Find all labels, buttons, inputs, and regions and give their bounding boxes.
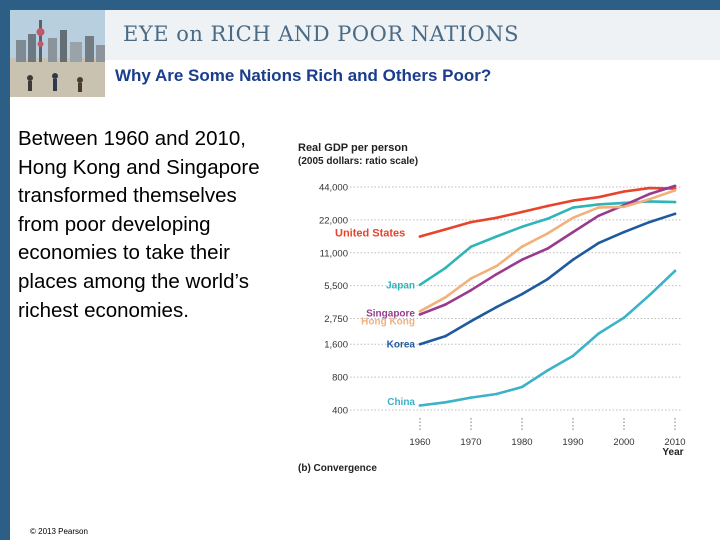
chart-subtitle: (2005 dollars: ratio scale) bbox=[298, 156, 418, 167]
data-point-korea bbox=[418, 342, 422, 346]
y-tick-label: 400 bbox=[332, 406, 348, 417]
x-tick-label: 1960 bbox=[409, 437, 430, 448]
copyright: © 2013 Pearson bbox=[30, 527, 88, 536]
data-point-japan bbox=[469, 245, 473, 249]
data-point-china bbox=[597, 332, 600, 335]
data-point-hong-kong bbox=[622, 205, 626, 209]
series-label-china: China bbox=[387, 397, 415, 408]
data-point-korea bbox=[520, 292, 524, 296]
series-line-hong-kong bbox=[418, 189, 677, 313]
data-point-hong-kong bbox=[520, 245, 524, 249]
data-point-korea bbox=[622, 230, 626, 234]
data-point-china bbox=[622, 316, 626, 319]
data-point-korea bbox=[571, 258, 575, 262]
data-point-singapore bbox=[597, 214, 600, 218]
data-point-china bbox=[673, 269, 677, 273]
data-point-korea bbox=[597, 241, 600, 245]
data-point-korea bbox=[444, 334, 447, 338]
series-line-china bbox=[418, 269, 677, 407]
data-point-korea bbox=[495, 305, 498, 309]
data-point-hong-kong bbox=[546, 232, 549, 235]
slide-subtitle: Why Are Some Nations Rich and Others Poo… bbox=[115, 66, 492, 85]
data-point-japan bbox=[495, 235, 498, 238]
data-point-hong-kong bbox=[469, 277, 473, 280]
data-point-singapore bbox=[673, 184, 677, 188]
data-point-hong-kong bbox=[673, 189, 677, 192]
x-tick-label: 1970 bbox=[460, 437, 481, 448]
y-tick-label: 44,000 bbox=[319, 183, 348, 194]
y-tick-label: 5,500 bbox=[324, 281, 348, 292]
data-point-china bbox=[520, 385, 524, 389]
chart-title: Real GDP per person bbox=[298, 142, 408, 154]
data-point-united-states bbox=[546, 204, 549, 208]
x-tick-label: 1980 bbox=[511, 437, 532, 448]
series-label-united-states: United States bbox=[335, 228, 405, 240]
series-line-japan bbox=[418, 200, 677, 287]
y-tick-label: 1,600 bbox=[324, 340, 348, 351]
data-point-singapore bbox=[418, 313, 422, 316]
data-point-hong-kong bbox=[418, 310, 422, 313]
data-point-hong-kong bbox=[444, 296, 447, 299]
city-skyline-photo bbox=[10, 10, 105, 97]
data-point-singapore bbox=[495, 272, 498, 276]
series-label-singapore: Singapore bbox=[366, 308, 415, 319]
data-point-united-states bbox=[520, 210, 524, 214]
data-point-hong-kong bbox=[648, 197, 651, 201]
data-point-japan bbox=[546, 217, 549, 221]
data-point-singapore bbox=[520, 258, 524, 262]
data-point-china bbox=[546, 369, 549, 372]
data-point-china bbox=[495, 392, 498, 396]
data-point-japan bbox=[571, 206, 575, 209]
data-point-united-states bbox=[495, 216, 498, 220]
y-tick-label: 11,000 bbox=[320, 248, 348, 259]
data-point-korea bbox=[546, 277, 549, 281]
data-point-japan bbox=[418, 283, 422, 287]
data-point-united-states bbox=[418, 235, 422, 238]
data-point-korea bbox=[648, 220, 651, 224]
series-label-hong-kong: Hong Kong bbox=[361, 317, 415, 328]
data-point-united-states bbox=[444, 228, 447, 231]
chart-caption: (b) Convergence bbox=[298, 463, 377, 474]
data-point-singapore bbox=[469, 288, 473, 292]
data-point-united-states bbox=[571, 199, 575, 202]
data-point-korea bbox=[673, 212, 677, 216]
data-point-korea bbox=[469, 319, 473, 323]
x-tick-label: 2000 bbox=[613, 437, 634, 448]
data-point-japan bbox=[597, 203, 600, 206]
x-tick-label: 2010 bbox=[664, 437, 685, 448]
data-point-united-states bbox=[597, 195, 600, 199]
data-point-japan bbox=[673, 200, 677, 204]
y-tick-label: 2,750 bbox=[324, 314, 348, 325]
data-point-japan bbox=[444, 266, 447, 270]
data-point-china bbox=[418, 404, 422, 407]
x-axis-label: Year bbox=[662, 447, 683, 458]
data-point-singapore bbox=[444, 303, 447, 306]
data-point-united-states bbox=[622, 190, 626, 193]
series-label-japan: Japan bbox=[386, 280, 415, 291]
series-line-united-states bbox=[418, 186, 677, 238]
y-tick-label: 800 bbox=[332, 373, 348, 384]
data-point-china bbox=[648, 293, 651, 297]
x-tick-label: 1990 bbox=[562, 437, 583, 448]
left-band bbox=[0, 0, 10, 540]
data-point-china bbox=[571, 354, 575, 358]
data-point-united-states bbox=[648, 186, 651, 190]
data-point-united-states bbox=[469, 220, 473, 224]
data-point-singapore bbox=[571, 230, 575, 234]
top-band bbox=[0, 0, 720, 10]
header-banner bbox=[105, 10, 720, 60]
data-point-singapore bbox=[648, 192, 651, 196]
body-text: Between 1960 and 2010, Hong Kong and Sin… bbox=[18, 127, 260, 322]
y-tick-label: 22,000 bbox=[319, 215, 348, 226]
gdp-convergence-chart: Real GDP per person (2005 dollars: ratio… bbox=[298, 142, 686, 474]
series-label-korea: Korea bbox=[387, 340, 416, 351]
data-point-singapore bbox=[546, 247, 549, 250]
data-point-china bbox=[469, 396, 473, 399]
header-title: EYE on RICH AND POOR NATIONS bbox=[123, 22, 519, 46]
data-point-china bbox=[444, 401, 447, 404]
data-point-japan bbox=[520, 225, 524, 229]
data-point-hong-kong bbox=[571, 216, 575, 220]
data-point-hong-kong bbox=[597, 206, 600, 209]
data-point-hong-kong bbox=[495, 264, 498, 268]
